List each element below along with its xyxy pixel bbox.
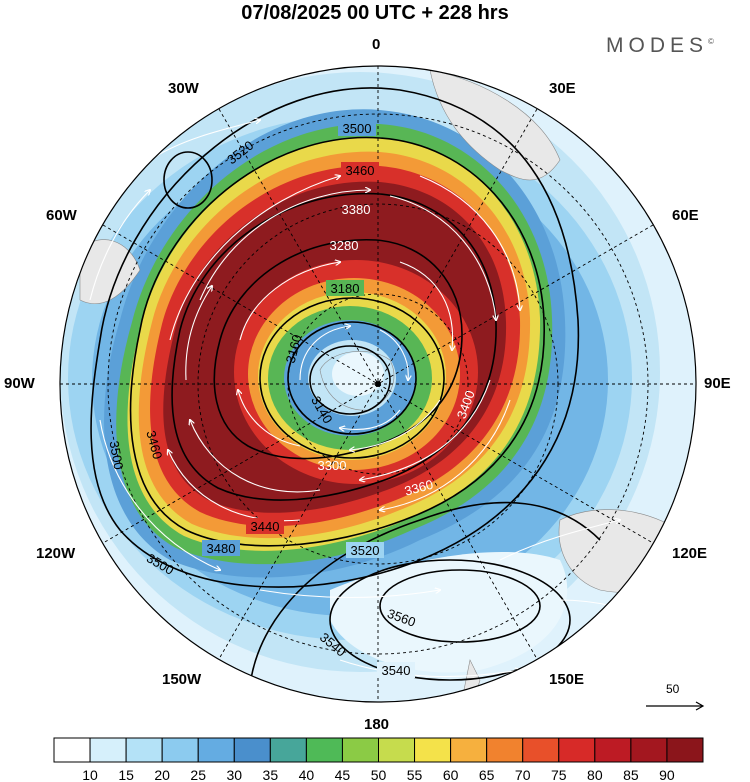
lon-label-150w: 150W — [162, 671, 202, 688]
lon-label-60e: 60E — [672, 207, 699, 224]
contour-label: 3440 — [251, 519, 280, 534]
lon-label-30w: 30W — [168, 80, 199, 97]
contour-label: 3460 — [143, 429, 165, 461]
reference-vector-label: 50 — [666, 682, 680, 696]
lon-label-120e: 120E — [672, 545, 708, 562]
contour-label: 3280 — [330, 238, 359, 253]
antarctica-coast — [319, 350, 395, 411]
contour-label: 3300 — [318, 458, 347, 473]
reference-vector-arrow — [646, 701, 705, 711]
brand-logo: MODES© — [606, 34, 714, 58]
lon-label-0: 0 — [372, 36, 381, 53]
contour-label: 3380 — [342, 202, 371, 217]
lon-label-180: 180 — [364, 716, 390, 733]
lon-label-60w: 60W — [46, 207, 77, 224]
contour-label: 3480 — [207, 541, 236, 556]
lon-label-30e: 30E — [549, 80, 576, 97]
contour-label: 3500 — [107, 440, 127, 471]
pacific-ridge-inner — [379, 569, 541, 643]
contour-label: 3520 — [351, 543, 380, 558]
contour-label: 3540 — [382, 663, 411, 678]
contour-label: 3460 — [346, 163, 375, 178]
south-pole-marker — [375, 381, 381, 387]
map-boundary — [59, 65, 697, 703]
high-pressure-cell — [163, 151, 213, 209]
wind-speed-field: 3500 3520 3460 3380 3180 3160 3140 3280 … — [60, 66, 696, 702]
lon-label-150e: 150E — [549, 671, 585, 688]
lon-label-90e: 90E — [704, 375, 731, 392]
pacific-calm-region — [330, 551, 568, 673]
pacific-ridge-outer — [329, 559, 571, 681]
lon-label-120w: 120W — [36, 545, 76, 562]
contour-label: 3500 — [343, 121, 372, 136]
africa-land — [429, 69, 561, 181]
south-america-land — [79, 239, 141, 305]
contour-label: 3180 — [331, 281, 360, 296]
brand-mark: © — [708, 37, 714, 46]
lon-label-90w: 90W — [4, 375, 35, 392]
contour-label: 3160 — [283, 333, 305, 365]
brand-text: MODES — [606, 34, 709, 57]
map-title: 07/08/2025 00 UTC + 228 hrs — [241, 2, 509, 24]
geopotential-contours — [90, 87, 601, 702]
contour-label: 3360 — [403, 477, 435, 499]
